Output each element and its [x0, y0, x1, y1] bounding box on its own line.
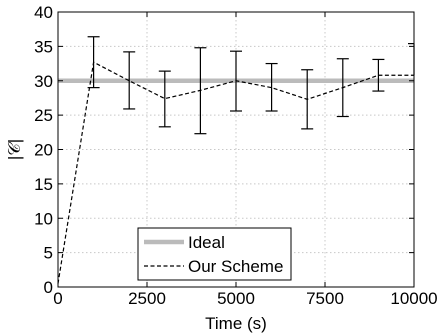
x-tick-label: 0 [53, 289, 62, 308]
legend: Ideal Our Scheme [137, 227, 292, 281]
legend-label-ideal: Ideal [188, 233, 225, 252]
y-tick-label: 25 [34, 106, 53, 125]
y-tick-label: 5 [44, 244, 53, 263]
x-axis-label: Time (s) [205, 314, 267, 333]
y-tick-label: 40 [34, 3, 53, 22]
y-tick-label: 0 [44, 278, 53, 297]
y-axis-label: |𝒞| [5, 139, 24, 160]
x-tick-label: 10000 [390, 289, 437, 308]
y-tick-label: 35 [34, 37, 53, 56]
axes [57, 11, 415, 288]
y-tick-label: 20 [34, 141, 53, 160]
legend-box [137, 227, 292, 281]
tick-labels: 0 2500 5000 7500 10000 0 5 10 15 20 25 30 35 40 [34, 3, 438, 308]
y-tick-label: 15 [34, 175, 53, 194]
x-tick-label: 7500 [306, 289, 344, 308]
x-tick-label: 5000 [217, 289, 255, 308]
our-scheme-series [57, 36, 415, 284]
x-tick-label: 2500 [128, 289, 166, 308]
legend-label-our-scheme: Our Scheme [188, 257, 283, 276]
y-tick-label: 10 [34, 209, 53, 228]
y-tick-label: 30 [34, 72, 53, 91]
